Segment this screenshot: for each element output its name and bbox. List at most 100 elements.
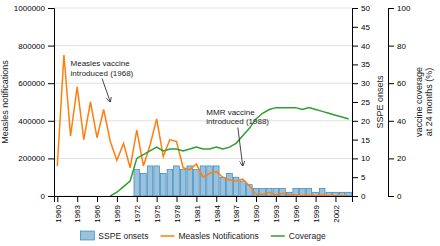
y-axis-title-line: Measles notifications <box>0 60 10 144</box>
annotation-line: MMR vaccine <box>206 108 255 117</box>
y2-axis-tick-mark <box>352 64 358 65</box>
x-axis-tick: 1963 <box>73 196 82 223</box>
y2-axis-tick-label: 45 <box>361 23 370 32</box>
y-axis-tick: 1000000 <box>14 4 54 13</box>
annotation: MMR vaccineintroduced (1988) <box>206 108 269 126</box>
x-axis-tick-mark <box>196 196 197 202</box>
x-axis-tick-label: 2002 <box>332 204 341 222</box>
x-axis-tick: 1975 <box>153 196 162 223</box>
bar <box>160 173 166 196</box>
x-axis-tick: 2002 <box>332 196 341 223</box>
x-axis-tick-label: 1984 <box>213 204 222 222</box>
x-axis-tick: 1972 <box>133 196 142 223</box>
y-axis-tick-mark <box>48 83 54 84</box>
y3-axis-title-line: vaccine coverage <box>414 67 424 137</box>
x-axis-tick-mark <box>236 196 237 202</box>
y3-axis-tick: 20 <box>388 154 406 163</box>
y-axis-tick-label: 200000 <box>18 154 45 163</box>
y2-axis-tick-mark <box>352 83 358 84</box>
bar <box>167 170 173 196</box>
y2-axis-tick-mark <box>352 102 358 103</box>
x-axis-tick: 1990 <box>252 196 261 223</box>
chart: 1960196319661969197219751978198119841987… <box>0 0 440 246</box>
x-axis-tick-mark <box>57 196 58 202</box>
bar <box>154 166 160 196</box>
y3-axis-tick: 80 <box>388 42 406 51</box>
x-axis-tick-label: 1966 <box>93 204 102 222</box>
grid-line <box>54 83 352 84</box>
bar <box>227 173 233 196</box>
y2-axis-tick: 0 <box>352 192 366 201</box>
y3-axis-tick-mark <box>388 158 394 159</box>
x-axis-tick-mark <box>137 196 138 202</box>
bar <box>180 170 186 196</box>
y2-axis-tick-mark <box>352 27 358 28</box>
x-axis-tick: 1969 <box>113 196 122 223</box>
y2-axis-tick-label: 20 <box>361 117 370 126</box>
y3-axis-tick-mark <box>388 83 394 84</box>
x-axis-tick-mark <box>316 196 317 202</box>
x-axis-tick: 1993 <box>272 196 281 223</box>
y2-axis: 05101520253035404550 <box>352 4 370 201</box>
x-axis-tick-label: 1981 <box>193 204 202 222</box>
y2-axis-tick-mark <box>352 46 358 47</box>
x-axis-tick-label: 1969 <box>113 204 122 222</box>
y2-axis-tick-label: 30 <box>361 79 370 88</box>
y2-axis-tick-mark <box>352 158 358 159</box>
y-axis-line <box>48 9 55 197</box>
legend-label: SSPE onsets <box>98 231 148 241</box>
legend-label: Measles Notifications <box>178 231 258 241</box>
bar <box>174 166 180 196</box>
x-axis-tick-label: 1990 <box>252 204 261 222</box>
y-axis-tick-label: 1000000 <box>14 4 46 13</box>
x-axis-tick: 1999 <box>312 196 321 223</box>
y3-axis: 020406080100 <box>388 4 411 201</box>
x-axis-tick-label: 1999 <box>312 204 321 222</box>
bar <box>207 166 213 196</box>
grid-line <box>54 8 352 9</box>
plot: 1960196319661969197219751978198119841987… <box>0 4 434 223</box>
x-axis-tick-label: 1972 <box>133 204 142 222</box>
annotation-line: introduced (1968) <box>71 69 134 78</box>
y2-axis-tick-mark <box>352 121 358 122</box>
bar-series <box>134 166 352 196</box>
legend-item: Measles Notifications <box>160 231 258 241</box>
x-axis-tick-mark <box>216 196 217 202</box>
bar <box>280 188 286 196</box>
y3-axis-tick: 0 <box>388 192 402 201</box>
y2-axis-tick-label: 15 <box>361 136 370 145</box>
x-axis-tick-label: 1996 <box>292 204 301 222</box>
y3-axis-tick-label: 20 <box>397 154 406 163</box>
legend-swatch <box>271 235 285 237</box>
bar <box>134 170 140 196</box>
y-axis-tick-mark <box>48 46 54 47</box>
y2-axis-tick-label: 50 <box>361 4 370 13</box>
y3-axis-tick-label: 0 <box>397 192 402 201</box>
x-axis-tick-mark <box>157 196 158 202</box>
y3-axis-tick: 60 <box>388 79 406 88</box>
y3-axis-tick-mark <box>388 46 394 47</box>
annotation-line: introduced (1988) <box>206 117 269 126</box>
x-axis-tick: 1981 <box>193 196 202 223</box>
x-axis-tick-label: 1963 <box>73 204 82 222</box>
y2-axis-tick: 25 <box>352 98 370 107</box>
y2-axis-tick: 20 <box>352 117 370 126</box>
y2-axis-tick: 35 <box>352 60 370 69</box>
y3-axis-tick-label: 100 <box>397 4 411 13</box>
bar <box>147 166 153 196</box>
x-axis-tick-mark <box>296 196 297 202</box>
grid <box>54 8 352 196</box>
y2-axis-tick-mark <box>352 177 358 178</box>
y-axis-tick: 600000 <box>18 79 54 88</box>
y-axis-tick-label: 800000 <box>18 42 45 51</box>
y2-axis-tick: 45 <box>352 23 370 32</box>
y3-axis-title: vaccine coverageat 24 months (%) <box>414 67 434 137</box>
legend-item: SSPE onsets <box>80 231 148 241</box>
annotation-line: Measles vaccine <box>71 59 131 68</box>
x-axis-tick: 1987 <box>232 196 241 223</box>
y2-axis-tick-mark <box>352 140 358 141</box>
x-axis-tick-mark <box>335 196 336 202</box>
y-axis-tick-label: 0 <box>41 192 46 201</box>
y2-axis-tick-mark <box>352 8 358 9</box>
bar <box>194 170 200 196</box>
